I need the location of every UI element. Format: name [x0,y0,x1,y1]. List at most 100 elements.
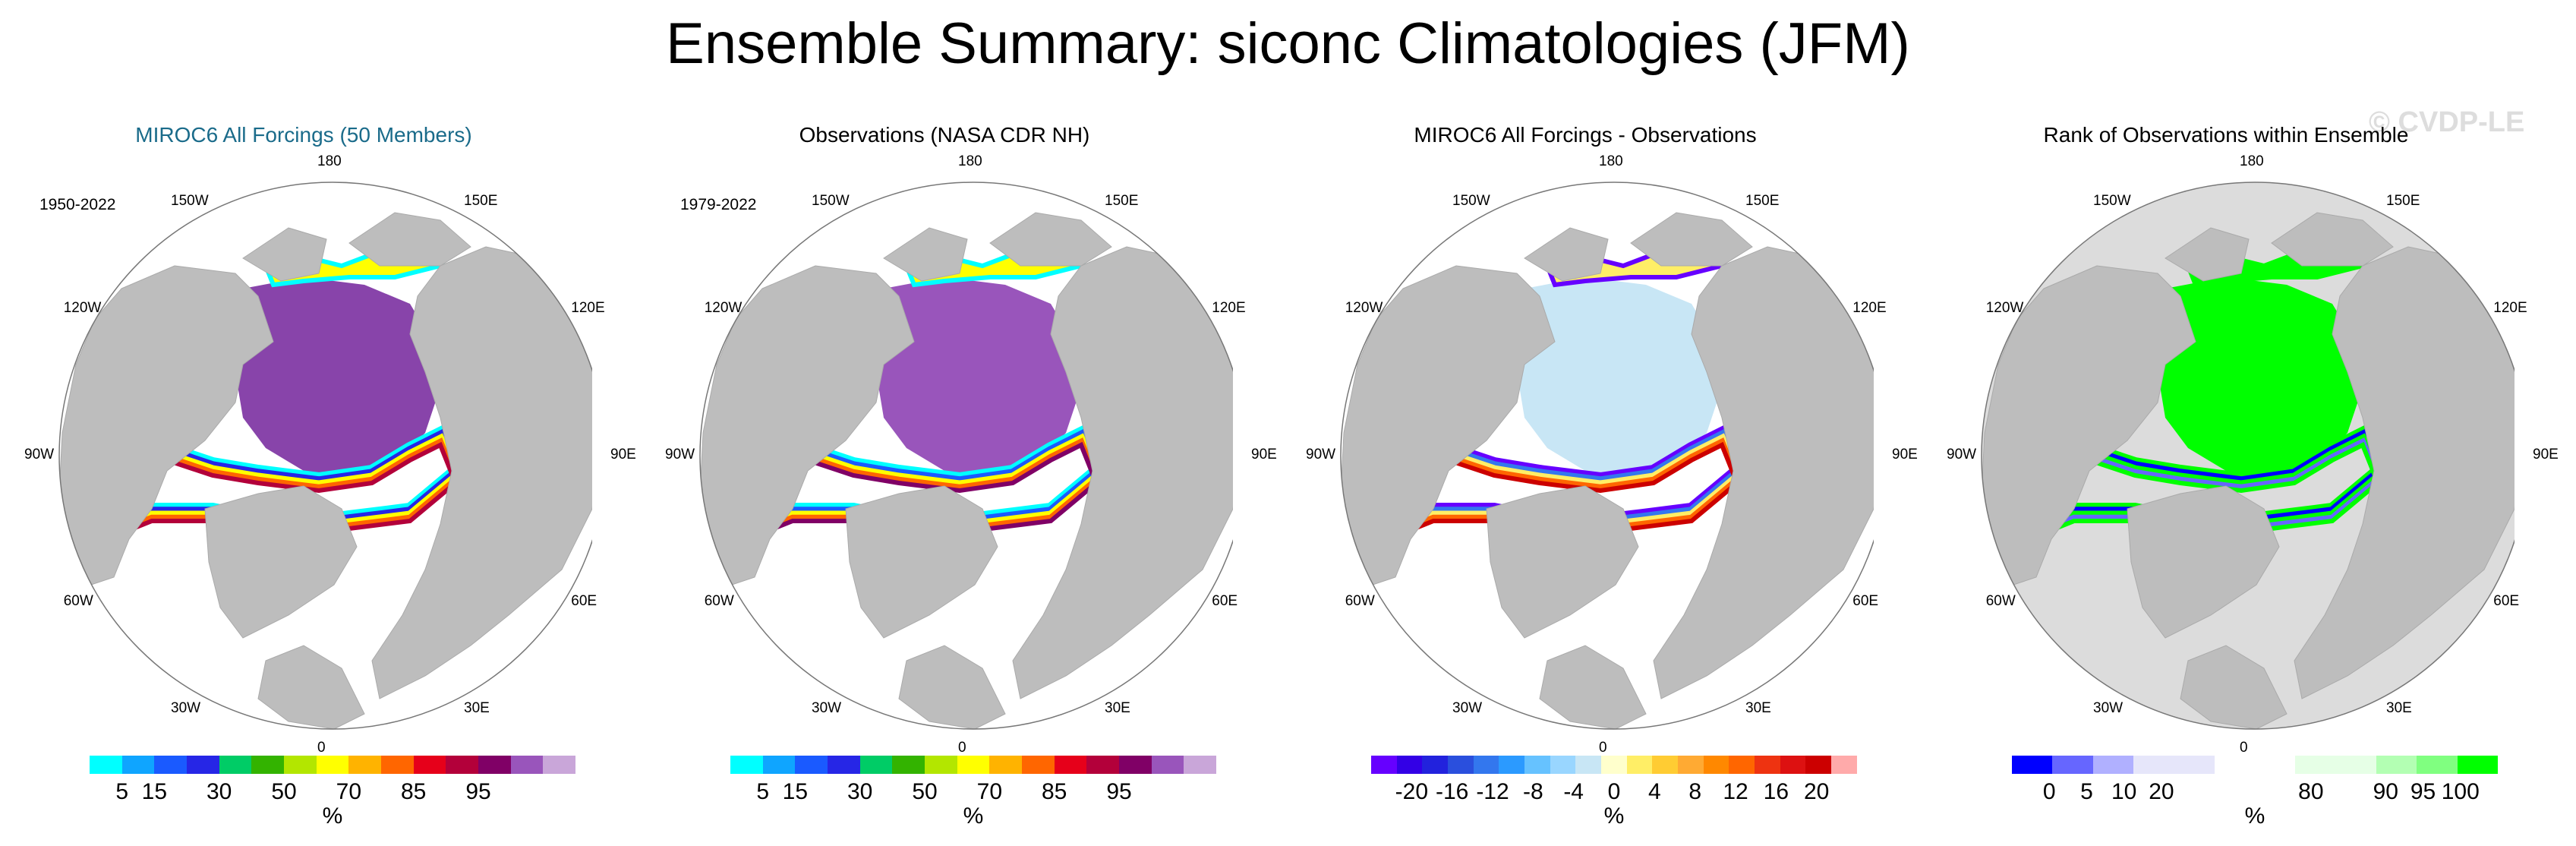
lon-label-150w: 150W [2093,192,2131,209]
map-boundary [58,182,592,730]
lon-label-60e: 60E [571,593,597,609]
colorbar-box [2417,756,2458,774]
lon-label-120w: 120W [1345,300,1383,316]
lon-label-150e: 150E [464,192,498,209]
colorbar-box [2092,756,2133,774]
lon-label-0: 0 [958,740,966,756]
colorbar-tick: -16 [1435,779,1469,804]
lon-label-120e: 120E [2493,300,2527,316]
colorbar-box [2376,756,2417,774]
lon-label-90w: 90W [665,447,695,462]
land-mass [1341,265,1556,586]
polar-map [699,182,1233,730]
colorbar-box [543,756,575,774]
colorbar-box [1805,756,1832,774]
central-arctic-field [872,277,1081,478]
colorbar-box [1118,756,1152,774]
colorbar-box [1780,756,1806,774]
lon-label-30e: 30E [464,700,490,717]
colorbar-box [924,756,957,774]
polar-map [1981,182,2515,730]
lon-label-90e: 90E [1251,447,1277,462]
panel-title: MIROC6 All Forcings - Observations [1414,123,1757,147]
lon-label-120e: 120E [571,300,605,316]
lon-label-180: 180 [958,153,982,169]
lon-label-180: 180 [317,153,342,169]
colorbar [730,756,1216,774]
colorbar-unit: % [322,803,343,829]
colorbar-box [154,756,187,774]
lon-label-30w: 30W [2093,700,2124,717]
land-mass [1539,645,1647,729]
colorbar-box [2335,756,2376,774]
colorbar-box [1184,756,1216,774]
colorbar-tick: 85 [400,779,427,804]
panel-model-mean: MIROC6 All Forcings (50 Members) 1950-20… [15,114,636,829]
colorbar-box [1729,756,1755,774]
colorbar-box [1151,756,1184,774]
colorbar-tick: -4 [1563,779,1584,804]
colorbar-box [1396,756,1423,774]
colorbar-tick: 5 [756,779,769,804]
polar-map [58,182,592,730]
colorbar [1371,756,1857,774]
ice-edge-band [2026,441,2381,540]
colorbar-tick: -12 [1476,779,1509,804]
colorbar-box [121,756,155,774]
colorbar-box [219,756,252,774]
colorbar-box [1626,756,1653,774]
land-mass [845,485,998,639]
colorbar-tick: 15 [141,779,168,804]
colorbar-box [827,756,860,774]
lon-label-120e: 120E [1852,300,1887,316]
watermark: © CVDP-LE [2369,106,2525,138]
panel-difference: MIROC6 All Forcings - Observations 180 15… [1297,114,1918,829]
colorbar-box [859,756,893,774]
colorbar-tick: 100 [2441,779,2480,804]
lon-label-120e: 120E [1212,300,1246,316]
lon-label-60e: 60E [1212,593,1238,609]
colorbar-tick: 20 [1803,779,1830,804]
colorbar-box [1831,756,1857,774]
colorbar-tick: 0 [2042,779,2056,804]
colorbar-box [2254,756,2296,774]
colorbar-box [1755,756,1780,774]
lon-label-30w: 30W [171,700,201,717]
land-mass [1486,485,1639,639]
lon-label-150e: 150E [1105,192,1139,209]
lon-label-90e: 90E [610,447,636,462]
colorbar-tick: 50 [912,779,938,804]
colorbar-box [730,756,763,774]
colorbar-box [957,756,990,774]
land-mass [898,645,1006,729]
panel-observations: Observations (NASA CDR NH) 1979-2022 180… [656,114,1277,829]
land-mass [348,212,471,267]
lon-label-30e: 30E [1745,700,1771,717]
lon-label-30w: 30W [812,700,842,717]
land-mass [883,227,968,282]
colorbar-unit: % [2244,803,2265,829]
panel-title: MIROC6 All Forcings (50 Members) [135,123,472,147]
panel-title: Observations (NASA CDR NH) [799,123,1090,147]
colorbar-box [2457,756,2498,774]
lon-label-30e: 30E [2386,700,2412,717]
colorbar-box [348,756,381,774]
colorbar-tick: -8 [1522,779,1543,804]
lon-label-60e: 60E [1852,593,1879,609]
colorbar-box [1086,756,1119,774]
lon-label-30w: 30W [1452,700,1483,717]
colorbar-box [1371,756,1397,774]
colorbar-box [1678,756,1704,774]
colorbar-box [1703,756,1729,774]
panel-title: Rank of Observations within Ensemble [2043,123,2409,147]
colorbar-tick: 0 [1607,779,1621,804]
colorbar-box [1054,756,1087,774]
colorbar-tick: 70 [336,779,362,804]
land-mass [2180,645,2288,729]
lon-label-0: 0 [1599,740,1607,756]
colorbar-box [2012,756,2053,774]
colorbar-box [892,756,925,774]
land-mass [2165,227,2250,282]
lon-label-90w: 90W [1306,447,1336,462]
land-mass [989,212,1112,267]
